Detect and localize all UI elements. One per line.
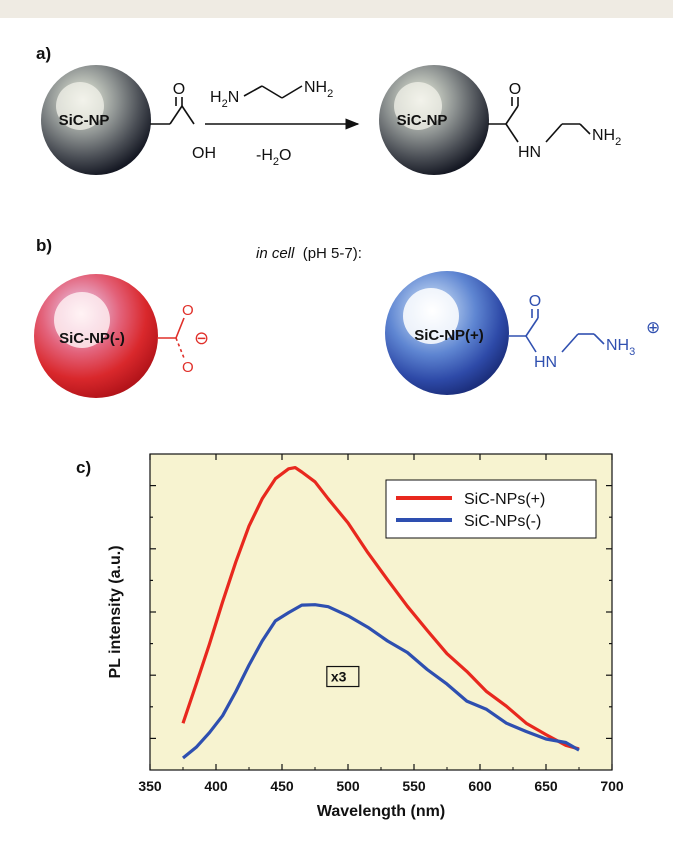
carboxylic-acid-group <box>150 97 195 125</box>
x-axis-label: Wavelength (nm) <box>317 803 445 820</box>
acid-carbonyl-o: O <box>173 81 185 98</box>
legend: SiC-NPs(+) SiC-NPs(-) <box>385 479 597 539</box>
x-tick-label: 600 <box>468 778 492 794</box>
cell-condition-italic: in cell <box>256 245 295 262</box>
panel-b-label: b) <box>36 236 53 255</box>
carboxylate-o-bottom: O <box>182 359 194 376</box>
np-left-grey: SiC-NP <box>41 65 151 175</box>
ammonium-nh3: NH3 <box>606 337 635 358</box>
positive-charge-icon: ⊕ <box>646 318 660 337</box>
negative-charge-icon: ⊖ <box>194 328 209 348</box>
amide-carbonyl-o: O <box>509 81 521 98</box>
acid-oh: OH <box>192 145 216 162</box>
panel-c-label: c) <box>76 458 92 477</box>
ammonium-carbonyl-o: O <box>529 293 541 310</box>
annotation-x3-label: x3 <box>331 669 347 685</box>
cell-condition-ph: (pH 5-7): <box>302 245 362 262</box>
carboxylate-o-top: O <box>182 302 194 319</box>
np-right-grey: SiC-NP <box>379 65 489 175</box>
x-tick-label: 350 <box>138 778 162 794</box>
byproduct-water: -H2O <box>256 147 291 168</box>
x-tick-label: 650 <box>534 778 558 794</box>
carboxylate-group <box>157 317 185 359</box>
annotation-x3: x3 <box>326 665 360 688</box>
series-line-neg <box>181 603 580 760</box>
series-line-pos <box>181 466 580 751</box>
reagent-nh2: NH2 <box>304 79 333 100</box>
panel-a-label: a) <box>36 44 52 63</box>
cell-condition: in cell (pH 5-7): <box>256 245 362 262</box>
y-axis-label: PL intensity (a.u.) <box>107 545 124 678</box>
x-tick-label: 400 <box>204 778 228 794</box>
np-negative-red: SiC-NP(-) <box>34 274 158 398</box>
np-positive-blue: SiC-NP(+) <box>385 271 509 395</box>
x-tick-label: 700 <box>600 778 624 794</box>
series-layer <box>181 466 580 760</box>
top-rule <box>0 0 673 18</box>
np-negative-label: SiC-NP(-) <box>59 330 125 347</box>
legend-label-pos: SiC-NPs(+) <box>464 491 545 508</box>
reagent-h2n: H2N <box>210 89 239 110</box>
y-axis <box>150 485 612 740</box>
amide-group <box>488 97 591 143</box>
ammonium-hn: HN <box>534 354 557 371</box>
np-positive-label: SiC-NP(+) <box>414 327 484 344</box>
amide-nh2: NH2 <box>592 127 621 148</box>
legend-label-neg: SiC-NPs(-) <box>464 513 541 530</box>
x-tick-label: 500 <box>336 778 360 794</box>
x-tick-label: 450 <box>270 778 294 794</box>
np-left-label: SiC-NP <box>59 112 110 129</box>
ammonium-group <box>508 309 605 353</box>
x-axis: 350 400 450 500 550 600 650 700 <box>138 454 624 794</box>
reagent-chain <box>243 85 303 99</box>
amide-hn: HN <box>518 144 541 161</box>
x-tick-label: 550 <box>402 778 426 794</box>
reaction-scheme: SiC-NP O OH H2N NH2 -H2O SiC-NP O HN NH2 <box>34 65 660 398</box>
np-right-label: SiC-NP <box>397 112 448 129</box>
